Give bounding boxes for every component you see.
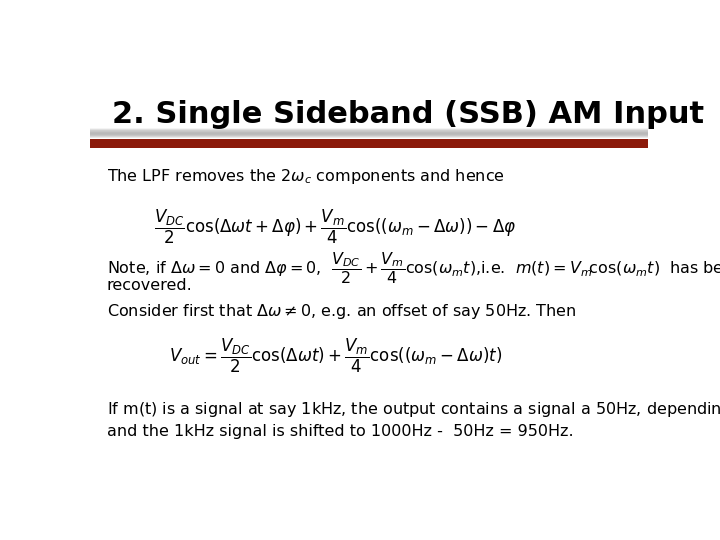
- Text: and the 1kHz signal is shifted to 1000Hz -  50Hz = 950Hz.: and the 1kHz signal is shifted to 1000Hz…: [107, 424, 573, 440]
- Text: Consider first that $\Delta\omega \neq 0$, e.g. an offset of say 50Hz. Then: Consider first that $\Delta\omega \neq 0…: [107, 302, 576, 321]
- Text: The LPF removes the $2\omega_c$ components and hence: The LPF removes the $2\omega_c$ componen…: [107, 167, 505, 186]
- Text: 2. Single Sideband (SSB) AM Input: 2. Single Sideband (SSB) AM Input: [112, 100, 704, 129]
- Text: $\dfrac{V_{DC}}{2}\cos(\Delta\omega t + \Delta\varphi)+\dfrac{V_m}{4}\cos\!\left: $\dfrac{V_{DC}}{2}\cos(\Delta\omega t + …: [154, 208, 517, 246]
- Text: recovered.: recovered.: [107, 278, 192, 293]
- Text: $V_{out} = \dfrac{V_{DC}}{2}\cos(\Delta\omega t)+\dfrac{V_m}{4}\cos\!\left((\ome: $V_{out} = \dfrac{V_{DC}}{2}\cos(\Delta\…: [169, 337, 502, 375]
- Bar: [90, 139, 648, 148]
- Text: If m(t) is a signal at say 1kHz, the output contains a signal a 50Hz, depending : If m(t) is a signal at say 1kHz, the out…: [107, 400, 720, 419]
- Text: Note, if $\Delta\omega = 0$ and $\Delta\varphi = 0$,  $\dfrac{V_{DC}}{2} + \dfra: Note, if $\Delta\omega = 0$ and $\Delta\…: [107, 250, 720, 286]
